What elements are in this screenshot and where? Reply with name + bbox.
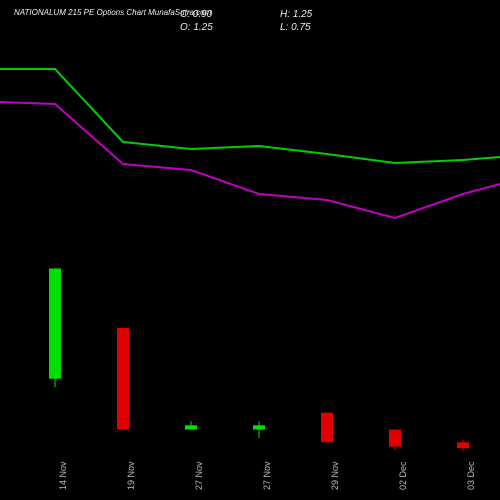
candle-body: [49, 268, 61, 378]
candle-body: [117, 328, 129, 430]
upper-line: [0, 69, 500, 163]
x-axis-tick-label: 19 Nov: [126, 461, 136, 490]
candle: [185, 421, 197, 429]
chart-container: NATIONALUM 215 PE Options Chart MunafaSu…: [0, 0, 500, 500]
candle-body: [321, 413, 333, 443]
candle-body: [389, 430, 401, 447]
x-axis-tick-label: 29 Nov: [330, 461, 340, 490]
candle: [389, 430, 401, 451]
candle: [253, 421, 265, 438]
candle: [117, 328, 129, 430]
x-axis-tick-label: 27 Nov: [194, 461, 204, 490]
x-axis-labels: 14 Nov 19 Nov 27 Nov 27 Nov 29 Nov 02 Dec 03 D…: [0, 454, 500, 494]
candle: [457, 440, 469, 451]
x-axis-tick-label: 14 Nov: [58, 461, 68, 490]
candle: [321, 413, 333, 443]
x-axis-tick-label: 27 Nov: [262, 461, 272, 490]
candle: [49, 268, 61, 387]
lower-line: [0, 102, 500, 218]
candle-body: [185, 425, 197, 429]
candle-body: [253, 425, 265, 429]
candle-body: [457, 442, 469, 448]
x-axis-tick-label: 03 Dec: [466, 461, 476, 490]
plot-svg: [0, 0, 500, 500]
x-axis-tick-label: 02 Dec: [398, 461, 408, 490]
